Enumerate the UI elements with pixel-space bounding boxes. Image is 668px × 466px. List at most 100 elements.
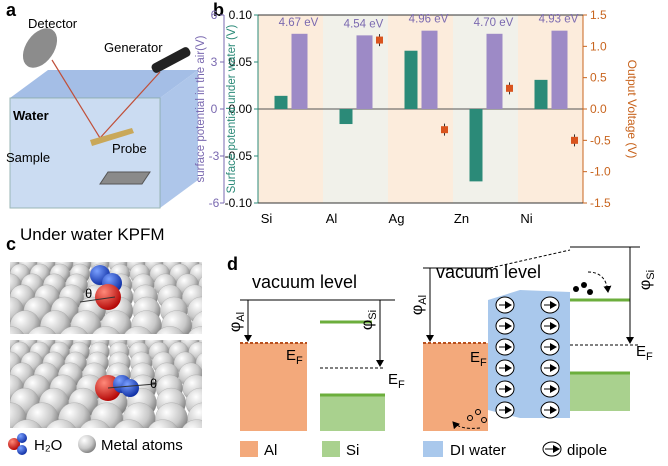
atom bbox=[28, 326, 56, 334]
label: EF bbox=[388, 371, 405, 391]
hole bbox=[475, 409, 481, 415]
y2-tick-label: -1.5 bbox=[590, 196, 611, 210]
atom bbox=[80, 419, 110, 428]
arrow bbox=[587, 271, 612, 293]
y-label: Surface potential under water (V) bbox=[226, 24, 238, 193]
dipoles bbox=[495, 296, 560, 419]
panel-a: Detector Generator Water Sample Probe Un… bbox=[6, 16, 198, 244]
legend-label: dipole bbox=[567, 442, 607, 459]
caption: Under water KPFM bbox=[20, 225, 165, 244]
y-outer-tick-label: 0 bbox=[211, 102, 218, 116]
point bbox=[441, 126, 448, 134]
annotation: 4.93 eV bbox=[539, 14, 579, 26]
panel-label: c bbox=[6, 234, 16, 254]
y-tick-label: 0.10 bbox=[229, 8, 253, 22]
label: EF bbox=[470, 349, 487, 369]
point bbox=[506, 84, 513, 92]
al-block bbox=[240, 343, 307, 431]
arrow bbox=[452, 421, 481, 430]
atom bbox=[12, 419, 42, 428]
y-outer-label: surface potential in the air(V) bbox=[195, 35, 207, 182]
y-outer-tick-label: -6 bbox=[209, 196, 220, 210]
y-tick-label: -0.10 bbox=[225, 196, 253, 210]
atom bbox=[26, 402, 59, 428]
atom bbox=[100, 310, 132, 334]
hydrogen bbox=[17, 445, 27, 455]
electron bbox=[581, 282, 587, 288]
bar bbox=[469, 109, 483, 182]
atom-surface bbox=[10, 262, 202, 334]
x-tick-label: Si bbox=[261, 211, 273, 226]
y2-label: Output Voltage (V) bbox=[625, 60, 639, 159]
y2-tick-label: 1.0 bbox=[590, 39, 607, 53]
bar bbox=[291, 33, 308, 109]
atom bbox=[188, 326, 202, 334]
panel-label: d bbox=[227, 254, 238, 274]
legend-label: Metal atoms bbox=[101, 437, 183, 454]
x-tick-label: Ni bbox=[520, 211, 532, 226]
legend-label: Si bbox=[346, 442, 359, 459]
y2-tick-label: -0.5 bbox=[590, 133, 611, 147]
x-tick-label: Al bbox=[326, 211, 338, 226]
panel-label: b bbox=[213, 0, 224, 20]
label: Water bbox=[13, 108, 49, 123]
si-block bbox=[320, 395, 385, 431]
atom bbox=[155, 402, 188, 428]
point bbox=[376, 36, 383, 44]
bar bbox=[274, 95, 288, 109]
y2-tick-label: 0.5 bbox=[590, 71, 607, 85]
y2-tick-label: -1.0 bbox=[590, 165, 611, 179]
atom bbox=[203, 363, 227, 387]
legend-swatch bbox=[240, 441, 258, 457]
annotation: 4.70 eV bbox=[474, 17, 514, 29]
detector bbox=[22, 28, 58, 68]
atom-surface bbox=[10, 340, 227, 428]
annotation: 4.54 eV bbox=[344, 18, 384, 30]
legend-label: Al bbox=[264, 442, 277, 459]
vacuum-level bbox=[489, 249, 571, 269]
legend-swatch bbox=[322, 441, 340, 457]
y-tick-label: -0.05 bbox=[225, 149, 253, 163]
label: vacuum level bbox=[252, 272, 357, 292]
electron bbox=[573, 286, 579, 292]
oxygen bbox=[95, 284, 121, 310]
atom bbox=[60, 326, 88, 334]
atom bbox=[122, 402, 156, 428]
bar bbox=[534, 79, 548, 109]
label: φSi bbox=[359, 310, 379, 330]
atom bbox=[148, 419, 178, 428]
atom bbox=[182, 419, 202, 428]
atom bbox=[92, 326, 120, 334]
legend: Al Si DI water dipole bbox=[240, 441, 607, 459]
atom bbox=[191, 311, 202, 334]
label: φSi bbox=[637, 270, 657, 290]
hole bbox=[467, 415, 473, 421]
electron bbox=[587, 289, 593, 295]
point bbox=[571, 136, 578, 144]
atom bbox=[161, 310, 193, 334]
label: EF bbox=[286, 347, 303, 367]
label: φAl bbox=[409, 295, 429, 315]
atom bbox=[70, 310, 102, 334]
water-top bbox=[10, 70, 198, 98]
al-block bbox=[423, 343, 488, 431]
y-outer-tick-label: 3 bbox=[211, 55, 218, 69]
panel-label: a bbox=[6, 0, 17, 20]
hydrogen bbox=[17, 433, 27, 443]
y-outer-tick-label: -3 bbox=[209, 149, 220, 163]
y-tick-label: 0.00 bbox=[229, 102, 253, 116]
legend-label: DI water bbox=[450, 442, 506, 459]
label: θ bbox=[85, 286, 92, 301]
sample bbox=[99, 171, 151, 185]
molecules: θ θ H₂O Metal atoms bbox=[8, 265, 183, 455]
bar bbox=[551, 30, 568, 110]
bar bbox=[421, 30, 438, 110]
label: Generator bbox=[104, 40, 163, 55]
atom bbox=[156, 326, 184, 334]
atom bbox=[187, 402, 202, 428]
label: Sample bbox=[6, 150, 50, 165]
label: EF bbox=[636, 343, 653, 363]
hydrogen bbox=[121, 379, 139, 397]
water-side bbox=[160, 70, 198, 208]
